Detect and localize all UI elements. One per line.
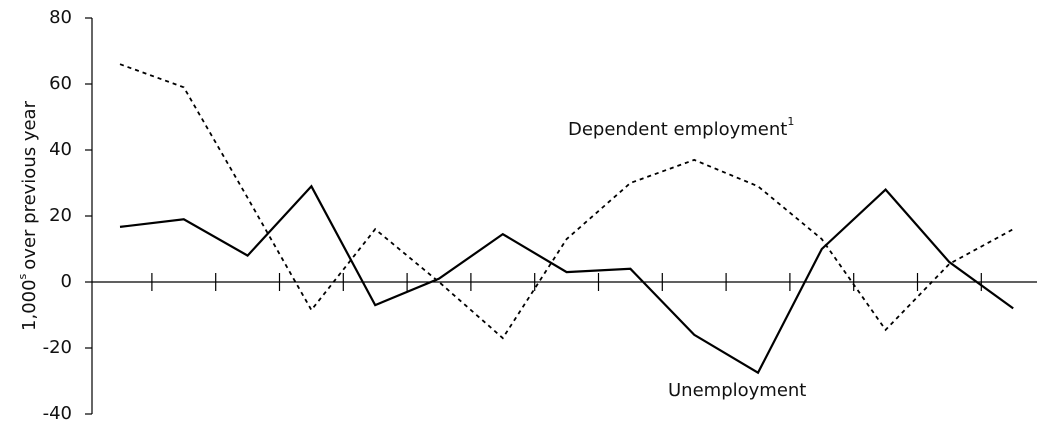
series-label: Unemployment	[668, 380, 806, 401]
y-label-suffix: over previous year	[19, 100, 40, 269]
series-label: Dependent employment1	[568, 115, 794, 140]
y-tick-label: 0	[61, 271, 72, 292]
y-tick-label: 20	[49, 205, 72, 226]
y-tick-label: 40	[49, 139, 72, 160]
series-name: Unemployment	[668, 380, 806, 401]
y-label-superscript: s	[16, 273, 29, 279]
y-tick-label: -20	[43, 337, 72, 358]
y-tick-label: 80	[49, 7, 72, 28]
y-axis-label: 1,000s over previous year	[16, 100, 40, 331]
y-tick-label: -40	[43, 403, 72, 424]
y-label-text: 1,000	[19, 279, 40, 331]
y-tick-label: 60	[49, 73, 72, 94]
series-name: Dependent employment	[568, 119, 787, 140]
line-series	[119, 184, 1014, 375]
series-name-superscript: 1	[787, 115, 794, 128]
line-series	[119, 63, 1014, 340]
